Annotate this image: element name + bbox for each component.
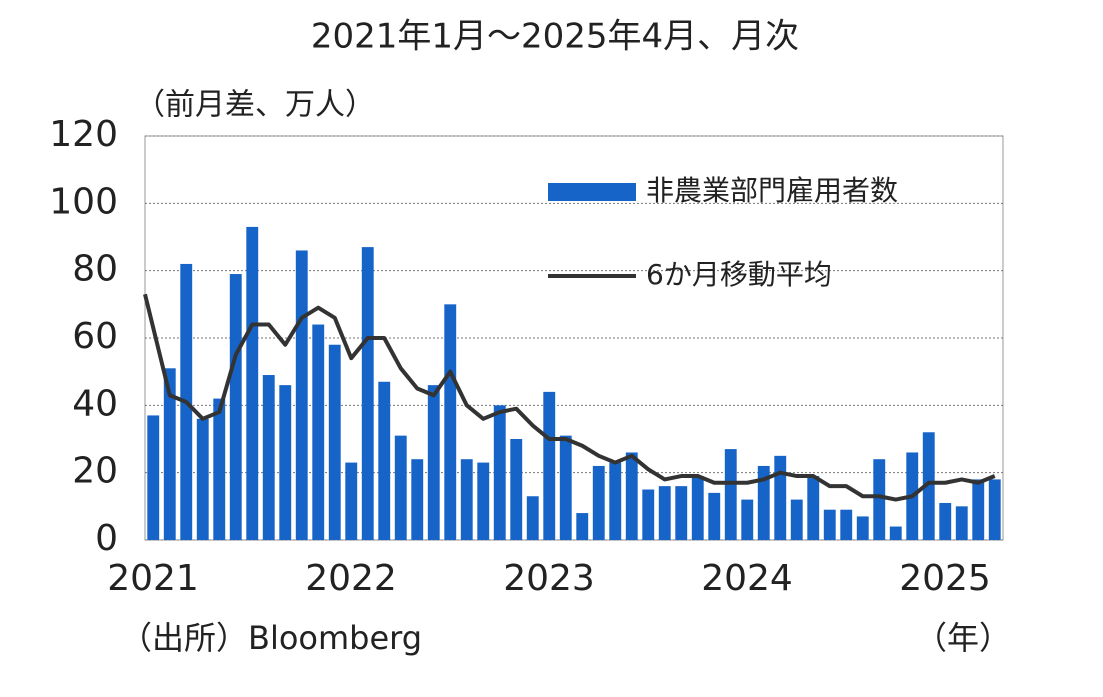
bar	[889, 526, 902, 540]
bar	[196, 418, 209, 540]
bar	[840, 509, 853, 540]
bar	[658, 486, 671, 540]
x-tick-label: 2022	[305, 558, 397, 599]
bar	[774, 455, 787, 540]
y-tick-label: 60	[72, 316, 118, 357]
bar	[939, 502, 952, 540]
bar	[543, 391, 556, 540]
bar	[559, 435, 572, 540]
bar	[312, 324, 325, 540]
y-tick-label: 40	[72, 383, 118, 424]
y-tick-label: 100	[49, 181, 118, 222]
bar	[229, 274, 242, 540]
bar	[510, 439, 523, 540]
bar	[955, 506, 968, 540]
bar	[328, 344, 341, 540]
bar	[444, 304, 457, 540]
y-tick-label: 20	[72, 451, 118, 492]
bar	[741, 499, 754, 540]
chart-title: 2021年1月～2025年4月、月次	[311, 17, 799, 57]
bar	[724, 449, 737, 540]
x-tick-label: 2021	[107, 558, 199, 599]
bar	[394, 435, 407, 540]
bar	[246, 226, 259, 540]
bar	[493, 405, 506, 540]
bar	[873, 459, 886, 540]
x-tick-label: 2023	[503, 558, 595, 599]
bar	[823, 509, 836, 540]
bar	[147, 415, 160, 540]
x-axis-label: （年）	[915, 619, 1011, 657]
bar	[427, 385, 440, 540]
line	[143, 293, 996, 502]
bar	[361, 247, 374, 540]
bar	[213, 398, 226, 540]
bar	[691, 476, 704, 540]
bar	[592, 465, 605, 540]
y-axis-label: （前月差、万人）	[135, 88, 375, 123]
bar	[526, 496, 539, 540]
bar	[922, 432, 935, 540]
bar	[675, 486, 688, 540]
bar	[378, 381, 391, 540]
bar	[757, 465, 770, 540]
bar	[262, 375, 275, 540]
bar	[345, 462, 358, 540]
legend-label: 非農業部門雇用者数	[646, 174, 898, 207]
bar	[856, 516, 869, 540]
bar	[625, 452, 638, 540]
x-tick-label: 2024	[701, 558, 793, 599]
bar	[609, 462, 622, 540]
bar	[642, 489, 655, 540]
y-tick-label: 80	[72, 249, 118, 290]
bar	[576, 513, 589, 540]
x-tick-label: 2025	[899, 558, 991, 599]
legend-swatch	[548, 183, 636, 201]
y-tick-label: 120	[49, 114, 118, 155]
bar	[790, 499, 803, 540]
legend-label: 6か月移動平均	[646, 258, 832, 291]
source: （出所）Bloomberg	[120, 619, 422, 657]
bar	[988, 479, 1001, 540]
y-tick-label: 0	[95, 518, 118, 559]
bar	[972, 479, 985, 540]
bar	[279, 385, 292, 540]
bar	[477, 462, 490, 540]
bar	[460, 459, 473, 540]
bar	[295, 250, 308, 540]
bar	[411, 459, 424, 540]
bar	[163, 368, 176, 540]
bar	[708, 492, 721, 540]
bar	[807, 476, 820, 540]
